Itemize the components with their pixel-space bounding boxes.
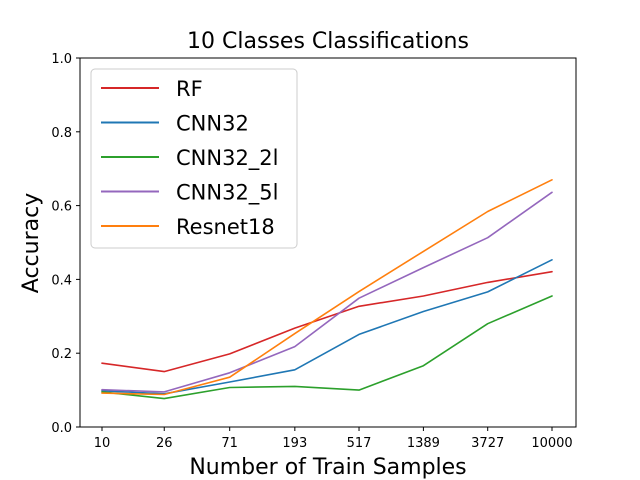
x-tick-label: 10 (94, 436, 111, 451)
legend-label: CNN32_5l (176, 181, 279, 206)
series-line-resnet18 (101, 179, 553, 396)
y-tick-label: 0.0 (51, 421, 72, 436)
y-axis-title: Accuracy (19, 193, 44, 293)
y-tick-label: 0.8 (51, 126, 72, 141)
legend-label: CNN32_2l (176, 146, 279, 171)
x-tick-label: 1389 (407, 436, 440, 451)
x-tick-label: 10000 (531, 436, 572, 451)
plot-frame (79, 57, 577, 428)
legend: RF CNN32 CNN32_2l CNN32_5l Resnet18 (90, 68, 298, 249)
legend-items: RF CNN32 CNN32_2l CNN32_5l Resnet18 (101, 77, 279, 239)
x-tick-label: 26 (156, 436, 173, 451)
x-tick-label: 3727 (471, 436, 504, 451)
legend-label: Resnet18 (176, 215, 275, 239)
series-line-cnn32-2l (101, 295, 553, 400)
series-line-rf (101, 270, 553, 373)
chart-title: 10 Classes Classifications (187, 29, 469, 54)
legend-label: CNN32 (176, 112, 249, 136)
x-tick-label: 193 (282, 436, 307, 451)
legend-label: RF (176, 77, 203, 101)
x-tick-label: 71 (221, 436, 238, 451)
y-tick-label: 0.2 (51, 347, 72, 362)
x-tick-label: 517 (347, 436, 372, 451)
series-layer (101, 179, 553, 400)
y-tick-label: 1.0 (51, 52, 72, 67)
y-tick-label: 0.6 (51, 200, 72, 215)
y-axis: 0.0 0.2 0.4 0.6 0.8 1.0 (51, 52, 80, 436)
series-line-cnn32-5l (101, 191, 553, 393)
legend-box (90, 68, 298, 249)
x-axis: 10 26 71 193 517 1389 3727 10000 (94, 427, 573, 451)
y-tick-label: 0.4 (51, 273, 72, 288)
x-axis-title: Number of Train Samples (189, 455, 466, 480)
